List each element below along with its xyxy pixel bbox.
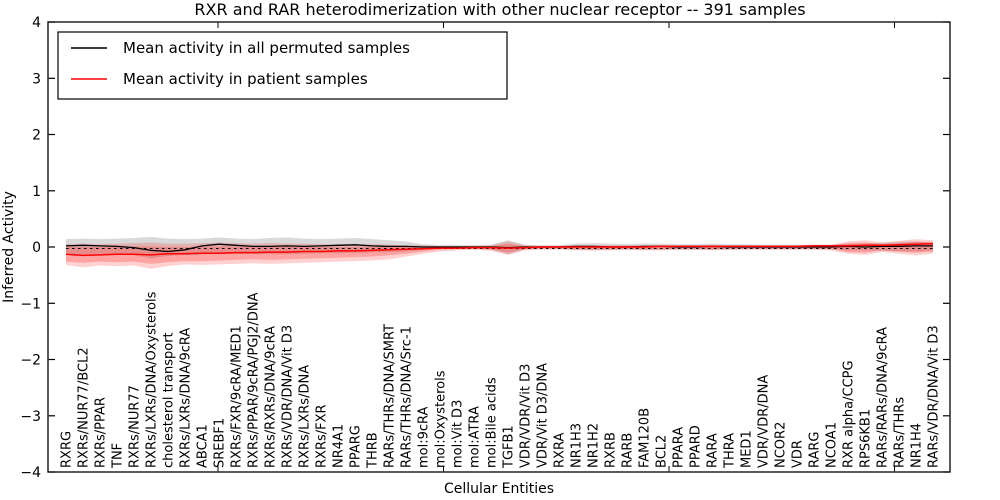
x-tick-label: NR4A1 xyxy=(332,424,347,468)
x-tick-label: NCOA1 xyxy=(825,422,840,468)
y-tick-label: −3 xyxy=(20,409,41,425)
x-tick-label: RXRs/LXRs/DNA xyxy=(298,365,313,468)
x-tick-label: RARG xyxy=(808,431,823,468)
x-tick-label: RPS6KB1 xyxy=(859,409,874,468)
x-tick-label: NR1H4 xyxy=(910,423,925,468)
x-tick-label: RXRG xyxy=(60,431,75,468)
x-tick-label: VDR/VDR/DNA xyxy=(757,375,772,468)
x-tick-label: NR1H2 xyxy=(587,423,602,468)
x-tick-label: RXR alpha/CCPG xyxy=(842,360,857,468)
x-tick-label: VDR/Vit D3/DNA xyxy=(536,363,551,468)
x-tick-label: RXRs/PPAR/9cRA/PGJ2/DNA xyxy=(247,292,262,468)
x-tick-label: TNF xyxy=(111,443,126,469)
y-tick-label: 3 xyxy=(32,71,41,87)
y-tick-label: 1 xyxy=(32,184,41,200)
patient-std-band-inner xyxy=(66,241,933,264)
x-tick-label: PPARD xyxy=(689,425,704,468)
plot-area xyxy=(47,21,951,473)
y-tick-label: 0 xyxy=(32,240,41,256)
chart-title: RXR and RAR heterodimerization with othe… xyxy=(194,0,805,19)
x-tick-label: RXRs/LXRs/DNA/9cRA xyxy=(179,328,194,468)
x-tick-label: NCOR2 xyxy=(774,422,789,468)
x-tick-label: RXRs/PPAR xyxy=(94,397,109,468)
x-tick-label: mol:Bile acids xyxy=(485,377,500,468)
series-line-patient xyxy=(65,242,934,257)
x-tick-label: RXRs/RXRs/DNA/9cRA xyxy=(264,326,279,468)
y-tick-label: −4 xyxy=(20,465,41,481)
y-axis-label: Inferred Activity xyxy=(1,191,17,303)
y-tick-label: −2 xyxy=(20,353,41,369)
x-tick-label: RARs/THRs xyxy=(893,397,908,468)
x-tick-label: cholesterol transport xyxy=(162,332,177,468)
x-tick-label: RXRs/LXRs/DNA/Oxysterols xyxy=(145,291,160,468)
x-tick-label: BCL2 xyxy=(655,435,670,468)
y-tick-label: −1 xyxy=(20,296,41,312)
x-tick-label: RXRs/FXR/9cRA/MED1 xyxy=(230,325,245,468)
x-tick-label: RARs/THRs/DNA/SMRT xyxy=(383,324,398,468)
x-tick-label: RARA xyxy=(706,433,721,468)
x-tick-label: RXRs/NUR77/BCL2 xyxy=(77,347,92,468)
x-tick-label: RXRA xyxy=(553,433,568,468)
series-lines xyxy=(65,242,934,257)
x-tick-label: RARB xyxy=(621,433,636,468)
x-tick-labels: RXRG RXRs/NUR77/BCL2 RXRs/PPAR TNF RXRs/NUR7… xyxy=(60,291,942,469)
x-tick-label: RARs/THRs/DNA/Src-1 xyxy=(400,326,415,468)
x-tick-label: mol:Vit D3 xyxy=(451,400,466,468)
x-tick-label: PPARG xyxy=(349,425,364,468)
x-tick-label: THRA xyxy=(723,433,738,469)
x-tick-label: NR1H3 xyxy=(570,423,585,468)
y-tick-label: 4 xyxy=(32,15,41,31)
x-tick-label: SREBF1 xyxy=(213,418,228,468)
x-tick-label: VDR/VDR/Vit D3 xyxy=(519,364,534,468)
x-tick-label: RXRs/VDR/DNA/Vit D3 xyxy=(281,325,296,468)
x-tick-label: FAM120B xyxy=(638,408,653,468)
axes-ticks: 4 3 2 1 0 −1 −2 −3 −4 xyxy=(20,15,950,481)
legend-label-permuted: Mean activity in all permuted samples xyxy=(123,39,410,57)
x-axis-label: Cellular Entities xyxy=(444,481,554,497)
x-tick-label: VDR xyxy=(791,440,806,468)
x-tick-label: MED1 xyxy=(740,430,755,468)
legend-box xyxy=(57,31,508,100)
x-tick-label: RARs/VDR/DNA/Vit D3 xyxy=(927,325,942,468)
legend: Mean activity in all permuted samples Me… xyxy=(57,31,508,100)
x-tick-label: TGFB1 xyxy=(502,425,517,469)
x-tick-label: RXRs/FXR xyxy=(315,404,330,468)
x-tick-label: RXRB xyxy=(604,432,619,468)
x-tick-label: mol:9cRA xyxy=(417,406,432,468)
x-tick-label: PPARA xyxy=(672,427,687,468)
x-tick-label: ABCA1 xyxy=(196,424,211,468)
x-tick-label: RXRs/NUR77 xyxy=(128,385,143,468)
x-tick-label: mol:ATRA xyxy=(468,406,483,468)
x-tick-label: THRB xyxy=(366,432,381,469)
legend-label-patient: Mean activity in patient samples xyxy=(123,70,368,88)
x-tick-label: RARs/RARs/DNA/9cRA xyxy=(876,327,891,468)
y-tick-label: 2 xyxy=(32,128,41,144)
x-tick-label: mol:Oxysterols xyxy=(434,370,449,468)
